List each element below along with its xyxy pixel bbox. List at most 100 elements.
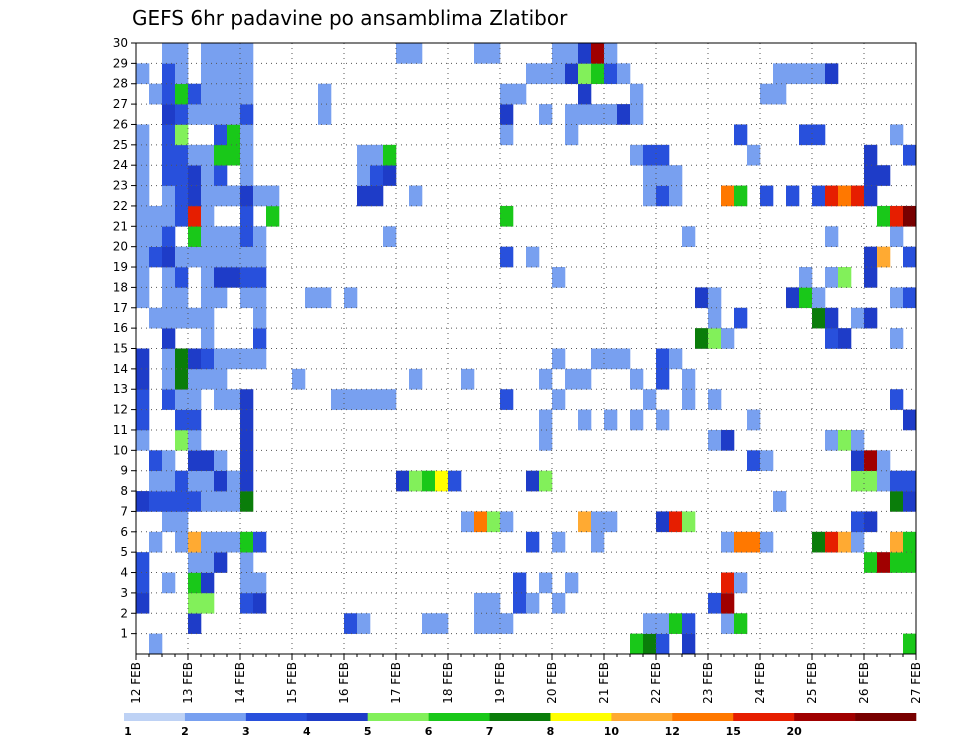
heatmap-cell — [240, 205, 254, 227]
heatmap-cell — [604, 511, 618, 533]
heatmap-cell — [136, 205, 150, 227]
heatmap-cell — [682, 633, 696, 655]
y-tick-label: 4 — [120, 566, 128, 580]
heatmap-cell — [643, 185, 657, 207]
heatmap-cell — [799, 63, 813, 85]
heatmap-cell — [877, 165, 891, 186]
x-tick-label: 15 FEB — [285, 662, 299, 704]
colorbar-label: 12 — [665, 725, 680, 738]
heatmap-cell — [175, 205, 189, 227]
heatmap-cell — [708, 389, 722, 410]
colorbar-swatch — [794, 713, 856, 721]
heatmap-cell — [851, 450, 865, 471]
heatmap-cell — [175, 165, 189, 186]
x-tick-label: 12 FEB — [129, 662, 143, 704]
colorbar-label: 15 — [726, 725, 741, 738]
heatmap-cell — [500, 511, 514, 533]
heatmap-cell — [188, 531, 202, 553]
colorbar-label: 2 — [181, 725, 189, 738]
y-tick-label: 16 — [113, 321, 128, 335]
x-tick-label: 23 FEB — [701, 662, 715, 704]
y-tick-label: 24 — [113, 158, 128, 172]
heatmap-cell — [669, 613, 683, 634]
y-tick-label: 5 — [120, 545, 128, 559]
heatmap-cell — [240, 409, 254, 431]
x-tick-label: 25 FEB — [805, 662, 819, 704]
heatmap-cell — [175, 368, 189, 390]
heatmap-cell — [188, 307, 202, 329]
heatmap-cell — [890, 124, 904, 146]
heatmap-cell — [812, 531, 826, 553]
heatmap-cell — [695, 328, 709, 349]
heatmap-cell — [851, 511, 865, 533]
heatmap-cell — [175, 470, 189, 492]
heatmap-cell — [214, 389, 228, 410]
heatmap-cell — [149, 307, 163, 329]
heatmap-cell — [305, 287, 319, 309]
heatmap-cell — [136, 592, 150, 614]
colorbar-swatch — [367, 713, 429, 721]
heatmap-cell — [175, 246, 189, 268]
y-tick-label: 2 — [120, 606, 128, 620]
heatmap-cell — [175, 267, 189, 288]
heatmap-cell — [201, 552, 215, 573]
heatmap-cell — [136, 185, 150, 207]
colorbar-swatch — [124, 713, 186, 721]
heatmap-cell — [214, 348, 228, 370]
heatmap-cell — [864, 511, 878, 533]
heatmap-cell — [890, 287, 904, 309]
heatmap-cell — [201, 450, 215, 471]
heatmap-cell — [162, 43, 176, 64]
y-tick-label: 17 — [113, 301, 128, 315]
heatmap-cell — [162, 104, 176, 125]
heatmap-cell — [864, 450, 878, 471]
heatmap-cell — [136, 429, 150, 451]
heatmap-cell — [253, 531, 267, 553]
y-tick-label: 7 — [120, 504, 128, 518]
heatmap-cell — [162, 307, 176, 329]
y-tick-label: 15 — [113, 342, 128, 356]
heatmap-cell — [812, 307, 826, 329]
heatmap-cell — [812, 287, 826, 309]
heatmap-cell — [721, 572, 735, 594]
heatmap-cell — [435, 470, 449, 492]
y-tick-label: 12 — [113, 403, 128, 417]
heatmap-cell — [526, 63, 540, 85]
heatmap-cell — [591, 511, 605, 533]
heatmap-cell — [734, 572, 748, 594]
heatmap-cell — [253, 226, 267, 247]
heatmap-cell — [175, 144, 189, 166]
x-tick-label: 26 FEB — [857, 662, 871, 704]
heatmap-cell — [136, 368, 150, 390]
heatmap-cell — [253, 328, 267, 349]
heatmap-cell — [188, 409, 202, 431]
heatmap-cell — [227, 246, 241, 268]
heatmap-cell — [240, 491, 254, 512]
heatmap-cell — [227, 104, 241, 125]
heatmap-cell — [149, 205, 163, 227]
colorbar-swatch — [672, 713, 734, 721]
heatmap-cell — [201, 144, 215, 166]
heatmap-cell — [643, 144, 657, 166]
heatmap-cell — [214, 83, 228, 105]
heatmap-cell — [474, 43, 488, 64]
heatmap-cell — [201, 246, 215, 268]
heatmap-cell — [838, 531, 852, 553]
heatmap-cell — [617, 63, 631, 85]
heatmap-cell — [513, 572, 527, 594]
heatmap-cell — [721, 328, 735, 349]
heatmap-cell — [890, 531, 904, 553]
heatmap-cell — [812, 185, 826, 207]
heatmap-cell — [708, 287, 722, 309]
colorbar-swatch — [855, 713, 917, 721]
heatmap-cell — [487, 43, 501, 64]
heatmap-cell — [903, 287, 917, 309]
heatmap-cell — [188, 450, 202, 471]
heatmap-cell — [409, 470, 423, 492]
heatmap-cell — [552, 43, 566, 64]
heatmap-cell — [188, 470, 202, 492]
heatmap-cell — [162, 389, 176, 410]
heatmap-cell — [175, 63, 189, 85]
heatmap-cell — [175, 124, 189, 146]
